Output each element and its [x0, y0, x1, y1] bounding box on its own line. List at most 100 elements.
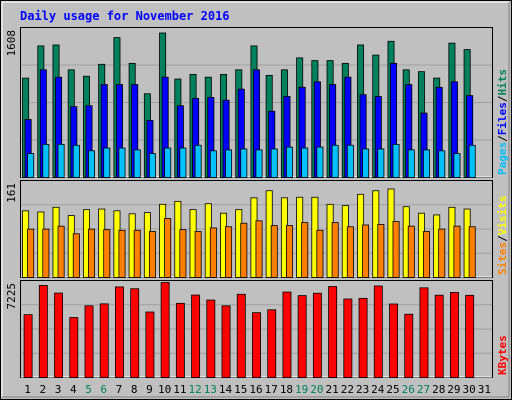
bar-kbytes-day-1 — [23, 314, 33, 378]
bar-pages-day-3 — [57, 143, 65, 178]
bar-kbytes-day-14 — [221, 305, 231, 378]
bar-pages-day-9 — [148, 153, 156, 178]
x-axis: 1 2 3 4 5 6 7 8 9 10 11 12 13 14 15 16 17 18 19 20 21 22 23 24 2… — [24, 383, 491, 396]
bar-pages-day-29 — [453, 153, 461, 178]
x-tick-label: 5 — [85, 383, 92, 396]
x-tick-label: 8 — [131, 383, 138, 396]
x-tick-label: 19 — [295, 383, 308, 396]
bar-kbytes-day-20 — [312, 292, 322, 378]
legend-sites: Sites — [496, 242, 509, 275]
x-tick-label: 18 — [280, 383, 293, 396]
bar-pages-day-21 — [331, 144, 339, 178]
bar-kbytes-day-26 — [404, 313, 414, 378]
chart-panels: 1608Pages/Files/Hits161Sites/Visits7225K… — [5, 27, 509, 378]
bar-kbytes-day-2 — [38, 285, 48, 378]
bar-sites-day-10 — [164, 218, 172, 278]
bar-kbytes-day-13 — [206, 299, 216, 378]
bar-kbytes-day-11 — [175, 302, 185, 378]
bar-sites-day-27 — [423, 231, 430, 278]
bar-pages-day-2 — [42, 143, 50, 178]
bar-sites-day-29 — [453, 225, 461, 278]
x-tick-label: 24 — [371, 383, 385, 396]
bar-kbytes-day-10 — [160, 282, 170, 378]
x-tick-label: 31 — [478, 383, 491, 396]
x-tick-label: 16 — [249, 383, 262, 396]
bar-pages-day-15 — [240, 148, 248, 178]
legend-visits: Visits — [496, 196, 509, 236]
bar-pages-day-19 — [301, 147, 309, 178]
bar-sites-day-11 — [179, 229, 187, 278]
x-tick-label: 23 — [356, 383, 369, 396]
bar-pages-day-25 — [392, 143, 400, 178]
x-tick-label: 22 — [341, 383, 354, 396]
bar-pages-day-27 — [423, 149, 430, 178]
bar-sites-day-7 — [118, 229, 126, 278]
bar-sites-day-9 — [148, 231, 156, 278]
bar-kbytes-day-18 — [282, 291, 292, 378]
bar-pages-day-30 — [468, 144, 476, 178]
bar-pages-day-10 — [164, 147, 172, 178]
bar-kbytes-day-12 — [191, 294, 201, 378]
y-max-label: 7225 — [5, 283, 18, 310]
bar-kbytes-day-22 — [343, 298, 353, 378]
bar-pages-day-26 — [407, 149, 415, 178]
bar-sites-day-12 — [194, 231, 202, 278]
bar-kbytes-day-28 — [434, 294, 444, 378]
x-tick-label: 9 — [146, 383, 153, 396]
legend-separator: / — [496, 95, 509, 102]
bar-sites-day-28 — [438, 228, 446, 278]
bar-pages-day-8 — [133, 149, 141, 178]
bar-sites-day-24 — [377, 223, 385, 278]
bar-sites-day-16 — [255, 220, 263, 278]
bar-sites-day-1 — [27, 228, 35, 278]
x-tick-label: 27 — [417, 383, 430, 396]
bar-sites-day-21 — [331, 222, 339, 278]
bar-pages-day-24 — [377, 148, 385, 178]
x-tick-label: 30 — [463, 383, 476, 396]
x-tick-label: 1 — [24, 383, 31, 396]
bar-sites-day-14 — [225, 226, 233, 278]
bar-sites-day-19 — [301, 222, 309, 278]
bar-pages-day-14 — [225, 149, 233, 178]
legend-visits-sites: Sites/Visits — [496, 196, 509, 276]
legend-kbytes: KBytes — [496, 335, 509, 375]
x-tick-label: 20 — [310, 383, 323, 396]
x-tick-label: 13 — [204, 383, 217, 396]
x-tick-label: 3 — [55, 383, 62, 396]
bar-kbytes-day-9 — [145, 311, 155, 378]
legend-hits: Hits — [496, 69, 509, 96]
legend-separator: / — [496, 235, 509, 242]
bar-kbytes-day-3 — [54, 292, 64, 378]
bar-pages-day-4 — [72, 144, 80, 178]
bar-kbytes-day-23 — [358, 297, 368, 378]
bar-sites-day-26 — [407, 225, 415, 278]
bar-sites-day-17 — [270, 225, 278, 278]
bar-sites-day-22 — [346, 226, 354, 278]
x-tick-label: 11 — [173, 383, 186, 396]
bar-kbytes-day-24 — [373, 285, 383, 378]
bar-pages-day-17 — [270, 148, 278, 178]
x-tick-label: 21 — [326, 383, 339, 396]
bar-pages-day-20 — [316, 146, 324, 178]
bar-pages-day-5 — [88, 150, 96, 178]
panel-visits-sites: 161 Sites/Visits — [5, 180, 509, 278]
y-max-label: 1608 — [5, 30, 18, 57]
y-max-label: 161 — [5, 183, 18, 203]
x-tick-label: 7 — [116, 383, 123, 396]
bar-sites-day-2 — [42, 228, 50, 278]
legend-files: Files — [496, 102, 509, 135]
bar-kbytes-day-19 — [297, 295, 307, 378]
bar-pages-day-18 — [285, 146, 293, 178]
bar-pages-day-28 — [438, 150, 446, 178]
x-tick-label: 14 — [219, 383, 233, 396]
x-tick-label: 29 — [447, 383, 460, 396]
bar-sites-day-23 — [362, 224, 370, 278]
bar-pages-day-7 — [118, 147, 126, 178]
chart-title: Daily usage for November 2016 — [20, 9, 230, 23]
bar-pages-day-13 — [209, 150, 217, 178]
x-tick-label: 6 — [100, 383, 107, 396]
bar-pages-day-12 — [194, 144, 202, 178]
bar-kbytes-day-16 — [252, 312, 261, 378]
x-tick-label: 26 — [402, 383, 415, 396]
bar-kbytes-day-25 — [389, 303, 398, 378]
